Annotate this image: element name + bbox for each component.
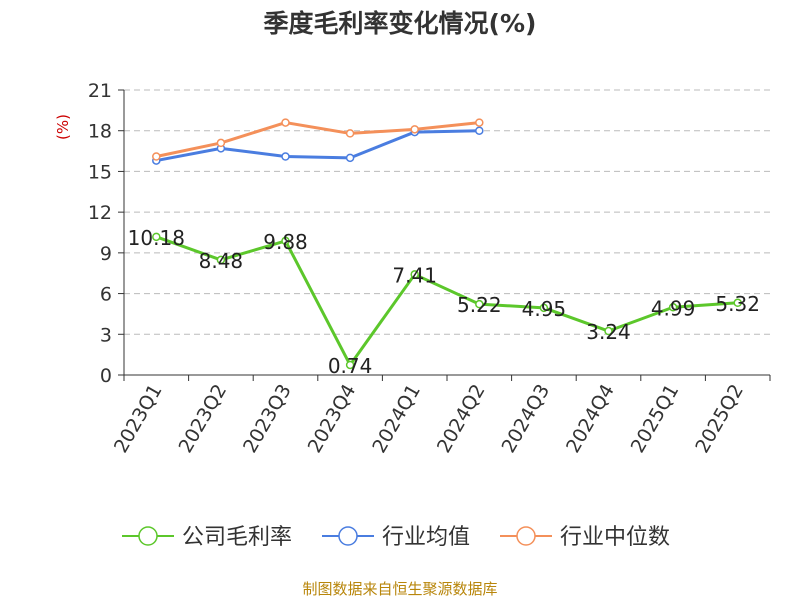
data-point	[345, 129, 355, 138]
legend: 公司毛利率 行业均值 行业中位数	[122, 525, 670, 550]
data-point	[475, 299, 484, 309]
data-point	[410, 125, 419, 134]
data-point	[733, 298, 742, 308]
data-point	[345, 360, 355, 370]
data-label: 4.95	[522, 297, 567, 321]
y-tick-label: 12	[88, 202, 112, 224]
x-tick-label: 2023Q2	[174, 381, 231, 457]
data-point	[345, 153, 355, 163]
x-tick-label: 2024Q4	[562, 381, 619, 457]
x-tick-label: 2023Q4	[304, 381, 361, 457]
y-tick-label: 21	[88, 80, 112, 102]
legend-label: 行业均值	[382, 525, 470, 550]
series-line	[156, 129, 480, 163]
series-layer	[152, 118, 742, 370]
data-point	[152, 232, 161, 242]
data-label: 5.32	[715, 292, 760, 316]
data-point	[410, 270, 419, 279]
y-tick-label: 9	[100, 243, 112, 265]
legend-label: 行业中位数	[560, 525, 670, 550]
data-point	[216, 255, 226, 265]
data-point	[604, 326, 613, 336]
series-line	[155, 121, 480, 158]
data-point	[281, 118, 290, 127]
y-tick-label: 0	[100, 365, 112, 387]
y-tick-label: 3	[100, 324, 112, 346]
source-note: 制图数据来自恒生聚源数据库	[302, 580, 498, 598]
x-tick-label: 2024Q1	[368, 381, 425, 457]
legend-marker	[516, 526, 536, 546]
data-point	[475, 126, 484, 135]
series-line	[155, 235, 738, 367]
legend-label: 公司毛利率	[182, 525, 292, 550]
data-label: 8.48	[199, 249, 244, 273]
legend-marker	[138, 526, 158, 546]
data-label: 10.18	[128, 226, 185, 250]
x-tick-label: 2025Q1	[627, 381, 684, 457]
data-point	[475, 118, 484, 127]
data-point	[668, 303, 678, 312]
x-tick-label: 2024Q3	[497, 381, 554, 457]
y-tick-label: 15	[88, 161, 112, 183]
data-label: 3.24	[586, 320, 631, 344]
data-point	[539, 303, 549, 313]
x-tick-label: 2023Q1	[110, 381, 167, 457]
data-label: 5.22	[457, 293, 502, 317]
data-label: 0.74	[328, 354, 373, 378]
legend-marker	[338, 526, 358, 546]
data-point	[152, 152, 161, 161]
data-label: 9.88	[263, 230, 308, 254]
data-point	[216, 138, 226, 148]
y-tick-label: 18	[88, 121, 112, 143]
data-label: 4.99	[651, 296, 696, 320]
x-tick-label: 2025Q2	[691, 381, 748, 457]
y-axis-label: (%)	[54, 114, 72, 140]
data-label-layer: 10.18 8.48 9.88 0.74 7.41 5.22 4.95 3.24 4.99 5.3…	[128, 226, 760, 378]
x-tick-label: 2024Q2	[433, 381, 490, 457]
data-point	[281, 152, 290, 161]
chart-title: 季度毛利率变化情况(%)	[263, 9, 537, 38]
x-tick-label: 2023Q3	[239, 381, 296, 457]
y-tick-label: 6	[100, 284, 112, 306]
data-point	[281, 236, 290, 246]
data-label: 7.41	[392, 263, 437, 287]
